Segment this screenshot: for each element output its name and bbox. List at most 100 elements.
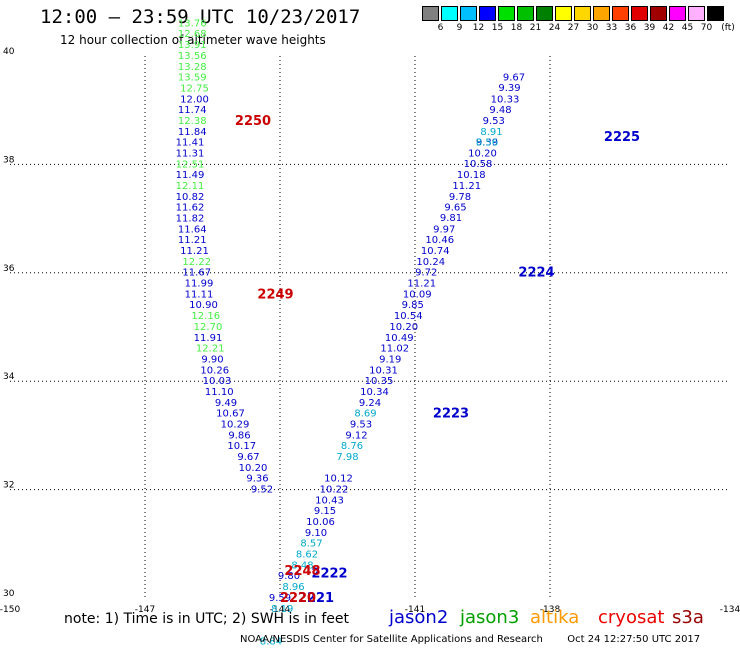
jason2-wave-height-label: 9.49: [215, 398, 237, 409]
color-scale-label: 39: [643, 23, 656, 33]
jason3-wave-height-label: 12.68: [178, 29, 207, 40]
color-scale-label: 18: [510, 23, 523, 33]
page-subtitle: 12 hour collection of altimeter wave hei…: [60, 33, 326, 47]
x-tick-label: -134: [720, 605, 740, 615]
legend-s3a: s3a: [672, 607, 704, 628]
legend-altika: altika: [530, 607, 580, 628]
color-scale-swatch: [612, 6, 629, 21]
jason2-wave-height-label: 9.19: [379, 354, 401, 365]
jason2-wave-height-label: 10.34: [360, 387, 389, 398]
legend-jason3: jason3: [460, 607, 520, 628]
jason2-wave-height-label: 9.81: [440, 213, 462, 224]
jason2-wave-height-label: 12.00: [180, 94, 209, 105]
y-tick-label: 34: [3, 372, 15, 382]
orbit-pass-label: 2220: [280, 591, 316, 606]
color-scale-swatch: [574, 6, 591, 21]
jason2-wave-height-label: 11.31: [176, 148, 205, 159]
jason3-wave-height-label: 12.16: [191, 311, 220, 322]
jason2-wave-height-label: 9.86: [228, 430, 250, 441]
wave-height-label: 8.96: [282, 582, 304, 593]
color-scale-swatch: [422, 6, 439, 21]
footer-credit: NOAA/NESDIS Center for Satellite Applica…: [240, 634, 700, 645]
color-scale-label: 24: [548, 23, 561, 33]
wave-height-label: 8.48: [291, 560, 313, 571]
y-tick-label: 40: [3, 47, 15, 57]
color-scale-swatch: [631, 6, 648, 21]
jason2-wave-height-label: 10.22: [320, 485, 349, 496]
jason2-wave-height-label: 11.21: [178, 235, 207, 246]
jason2-wave-height-label: 10.26: [200, 365, 229, 376]
wave-height-label: 8.57: [300, 539, 322, 550]
jason2-wave-height-label: 11.62: [176, 203, 205, 214]
orbit-pass-label: 2223: [433, 407, 469, 422]
jason2-wave-height-label: 11.21: [407, 279, 436, 290]
jason2-wave-height-label: 9.85: [402, 300, 424, 311]
jason2-wave-height-label: 9.53: [483, 116, 505, 127]
orbit-pass-label: 2225: [604, 130, 640, 145]
jason3-wave-height-label: 12.75: [180, 83, 209, 94]
jason2-wave-height-label: 10.29: [221, 419, 250, 430]
wave-height-label: 8.69: [354, 409, 376, 420]
jason2-wave-height-label: 11.74: [178, 105, 207, 116]
jason2-wave-height-label: 9.67: [237, 452, 259, 463]
jason2-wave-height-label: 10.20: [389, 322, 418, 333]
jason2-wave-height-label: 11.82: [176, 214, 205, 225]
jason2-wave-height-label: 9.36: [246, 474, 268, 485]
color-scale-label: 6: [437, 23, 444, 33]
jason3-wave-height-label: 13.59: [178, 73, 207, 84]
color-scale-label: 9: [456, 23, 463, 33]
color-scale-label: 27: [567, 23, 580, 33]
color-scale-swatch: [593, 6, 610, 21]
legend-jason2: jason2: [389, 607, 449, 628]
jason3-wave-height-label: 13.28: [178, 62, 207, 73]
color-scale-label: 42: [662, 23, 675, 33]
color-scale-swatch: [650, 6, 667, 21]
jason2-wave-height-label: 10.12: [324, 474, 353, 485]
wave-height-label: 8.84: [260, 636, 282, 647]
color-scale-label: 45: [681, 23, 694, 33]
color-scale-label: 12: [472, 23, 485, 33]
color-scale-swatch: [479, 6, 496, 21]
orbit-pass-label: 2221: [298, 591, 334, 606]
jason2-wave-height-label: 10.20: [239, 463, 268, 474]
y-tick-label: 36: [3, 264, 15, 274]
jason2-wave-height-label: 10.17: [227, 441, 256, 452]
jason3-wave-height-label: 13.56: [178, 51, 207, 62]
chart-data-labels: 9.679.3910.339.489.539.3910.2010.5810.18…: [176, 18, 525, 647]
orbit-pass-label: 2222: [311, 567, 347, 582]
jason2-wave-height-label: 10.82: [176, 192, 205, 203]
jason3-wave-height-label: 12.70: [194, 322, 223, 333]
jason2-wave-height-label: 11.64: [178, 224, 207, 235]
jason3-wave-height-label: 12.11: [176, 181, 205, 192]
color-scale-swatch: [441, 6, 458, 21]
jason2-wave-height-label: 10.90: [189, 300, 218, 311]
wave-height-label: 8.76: [341, 441, 363, 452]
jason2-wave-height-label: 11.49: [176, 170, 205, 181]
jason2-wave-height-label: 11.67: [182, 268, 211, 279]
wave-height-label: 8.62: [296, 550, 318, 561]
jason2-wave-height-label: 9.67: [503, 73, 525, 84]
jason3-wave-height-label: 12.51: [176, 159, 205, 170]
color-scale-swatch: [707, 6, 724, 21]
jason2-wave-height-label: 9.65: [444, 203, 466, 214]
color-scale-label: 21: [529, 23, 542, 33]
jason2-wave-height-label: 11.02: [380, 344, 409, 355]
color-scale-swatch: [688, 6, 705, 21]
jason2-wave-height-label: 11.99: [185, 279, 214, 290]
orbit-pass-label: 2249: [257, 287, 293, 302]
jason2-wave-height-label: 11.21: [452, 181, 481, 192]
jason2-wave-height-label: 11.21: [180, 246, 209, 257]
jason2-wave-height-label: 10.67: [216, 409, 245, 420]
color-scale-swatch: [517, 6, 534, 21]
jason2-wave-height-label: 9.12: [345, 430, 367, 441]
color-scale-swatch: [536, 6, 553, 21]
chart-pass-labels: 2225 2224 2223 2222 2221 2250 2249 2248 2220: [235, 114, 640, 606]
legend-cryosat: cryosat: [598, 607, 665, 628]
jason2-wave-height-label: 9.48: [489, 105, 511, 116]
color-scale-legend: 6 9 12 15 18 21 24 27 30 33 36 39 42 45 70 (ft): [422, 6, 735, 33]
color-scale-label: 30: [586, 23, 599, 33]
jason3-wave-height-label: 12.22: [182, 257, 211, 268]
footer-credit-text: NOAA/NESDIS Center for Satellite Applica…: [240, 634, 543, 645]
